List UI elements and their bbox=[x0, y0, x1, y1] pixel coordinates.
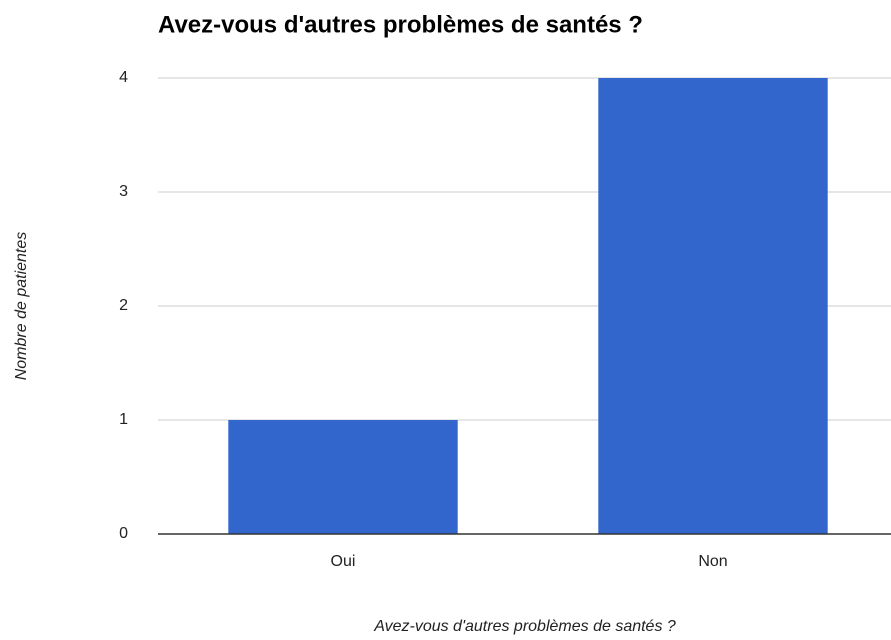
y-tick-label: 3 bbox=[119, 183, 128, 200]
y-tick-label: 4 bbox=[119, 69, 128, 86]
x-axis-title: Avez-vous d'autres problèmes de santés ? bbox=[373, 618, 676, 635]
x-tick-label: Non bbox=[698, 553, 727, 570]
y-tick-label: 0 bbox=[119, 525, 128, 542]
y-tick-label: 2 bbox=[119, 297, 128, 314]
y-tick-label: 1 bbox=[119, 411, 128, 428]
chart-title: Avez-vous d'autres problèmes de santés ? bbox=[158, 11, 643, 38]
y-axis-title: Nombre de patientes bbox=[13, 232, 30, 381]
x-tick-label: Oui bbox=[331, 553, 356, 570]
bar bbox=[598, 78, 828, 534]
bar bbox=[228, 420, 458, 534]
